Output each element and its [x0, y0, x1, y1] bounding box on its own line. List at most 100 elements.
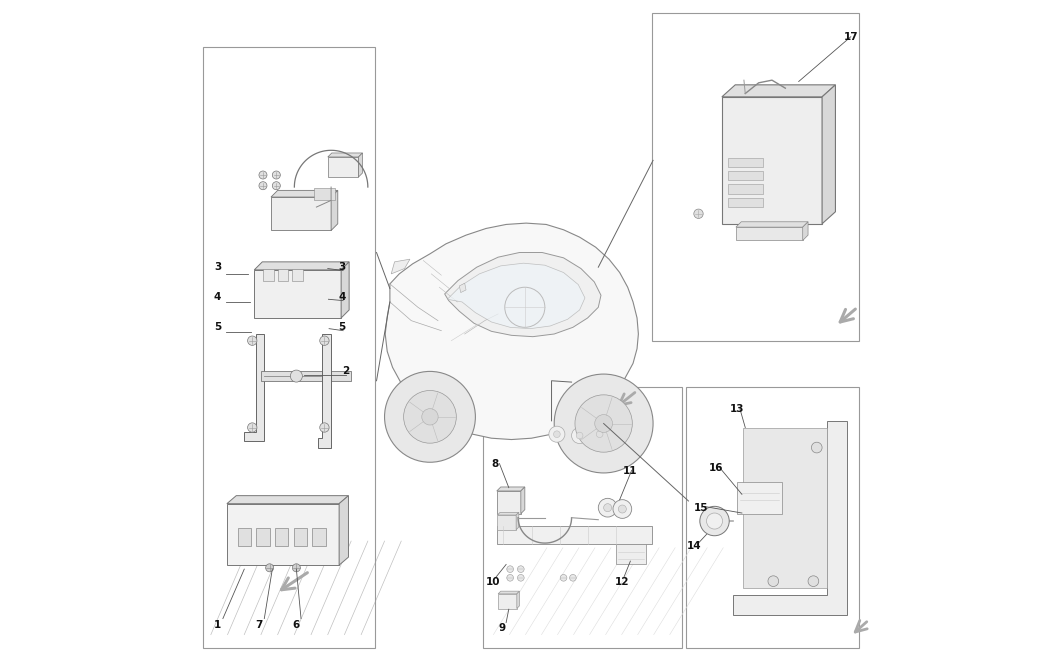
Polygon shape: [226, 496, 349, 504]
Text: 10: 10: [486, 578, 500, 587]
Polygon shape: [499, 594, 517, 609]
Polygon shape: [339, 496, 349, 565]
Polygon shape: [722, 85, 836, 97]
Polygon shape: [448, 263, 585, 329]
Polygon shape: [244, 334, 265, 441]
Circle shape: [518, 574, 524, 581]
Polygon shape: [444, 253, 601, 337]
Bar: [203, 47, 375, 648]
Text: 14: 14: [687, 542, 702, 551]
Circle shape: [570, 574, 576, 581]
Text: 5: 5: [214, 323, 221, 332]
Bar: [728, 198, 762, 207]
Bar: [496, 526, 652, 544]
Polygon shape: [517, 512, 519, 530]
Bar: [652, 13, 859, 341]
Text: 17: 17: [844, 32, 858, 41]
Circle shape: [598, 498, 617, 517]
Circle shape: [811, 442, 822, 453]
Text: 4: 4: [214, 293, 221, 302]
Polygon shape: [497, 515, 517, 530]
Bar: [256, 528, 270, 546]
Polygon shape: [733, 421, 847, 615]
Polygon shape: [327, 157, 358, 177]
Bar: [292, 269, 303, 281]
Polygon shape: [803, 222, 808, 240]
Polygon shape: [736, 222, 808, 227]
Circle shape: [604, 504, 611, 512]
Polygon shape: [341, 262, 349, 318]
Text: 8: 8: [492, 460, 499, 469]
Bar: [728, 171, 762, 180]
Bar: [263, 269, 273, 281]
Polygon shape: [497, 512, 519, 515]
Text: 9: 9: [499, 623, 506, 633]
Circle shape: [248, 423, 257, 432]
Polygon shape: [521, 487, 525, 514]
Text: 3: 3: [214, 263, 221, 272]
Bar: [293, 528, 307, 546]
Bar: [728, 184, 762, 194]
Circle shape: [507, 566, 513, 572]
Polygon shape: [496, 491, 521, 514]
Polygon shape: [358, 153, 362, 177]
Circle shape: [575, 395, 632, 452]
Polygon shape: [254, 270, 341, 318]
Circle shape: [518, 566, 524, 572]
Text: 2: 2: [342, 366, 350, 375]
Circle shape: [767, 576, 779, 587]
Circle shape: [422, 409, 438, 425]
Text: 5: 5: [338, 323, 345, 332]
Polygon shape: [331, 190, 338, 230]
Polygon shape: [226, 504, 339, 565]
Bar: [237, 528, 251, 546]
Circle shape: [594, 415, 612, 432]
Text: 4: 4: [338, 293, 345, 302]
Circle shape: [808, 576, 819, 587]
Text: 7: 7: [255, 620, 263, 629]
Circle shape: [385, 371, 475, 462]
Bar: [687, 387, 859, 648]
Circle shape: [292, 564, 301, 572]
Polygon shape: [743, 428, 827, 588]
Circle shape: [592, 426, 608, 442]
Text: 11: 11: [623, 466, 638, 476]
Circle shape: [248, 336, 257, 345]
Bar: [313, 528, 325, 546]
Circle shape: [272, 182, 281, 190]
Bar: [277, 269, 288, 281]
Circle shape: [290, 370, 302, 382]
Circle shape: [576, 432, 583, 439]
Polygon shape: [736, 227, 803, 240]
Polygon shape: [254, 262, 349, 270]
Bar: [275, 528, 288, 546]
Bar: [484, 387, 682, 648]
Circle shape: [320, 336, 330, 345]
Text: 12: 12: [615, 578, 629, 587]
Polygon shape: [459, 283, 466, 293]
Circle shape: [560, 574, 567, 581]
Text: 6: 6: [292, 620, 300, 629]
Circle shape: [266, 564, 273, 572]
Polygon shape: [271, 190, 338, 197]
Polygon shape: [517, 591, 520, 609]
Text: 3: 3: [338, 263, 345, 272]
Text: 15: 15: [694, 503, 708, 512]
Polygon shape: [385, 223, 639, 440]
Circle shape: [554, 374, 653, 473]
Text: 16: 16: [709, 463, 723, 472]
Circle shape: [613, 500, 631, 518]
Circle shape: [404, 391, 456, 443]
Polygon shape: [391, 259, 410, 274]
Bar: [314, 188, 335, 200]
Polygon shape: [822, 85, 836, 224]
Polygon shape: [496, 487, 525, 491]
Circle shape: [272, 171, 281, 179]
Polygon shape: [271, 197, 331, 230]
Polygon shape: [499, 591, 520, 594]
Polygon shape: [318, 334, 331, 448]
Circle shape: [320, 423, 330, 432]
Circle shape: [259, 171, 267, 179]
Circle shape: [694, 209, 704, 218]
Circle shape: [619, 505, 626, 513]
